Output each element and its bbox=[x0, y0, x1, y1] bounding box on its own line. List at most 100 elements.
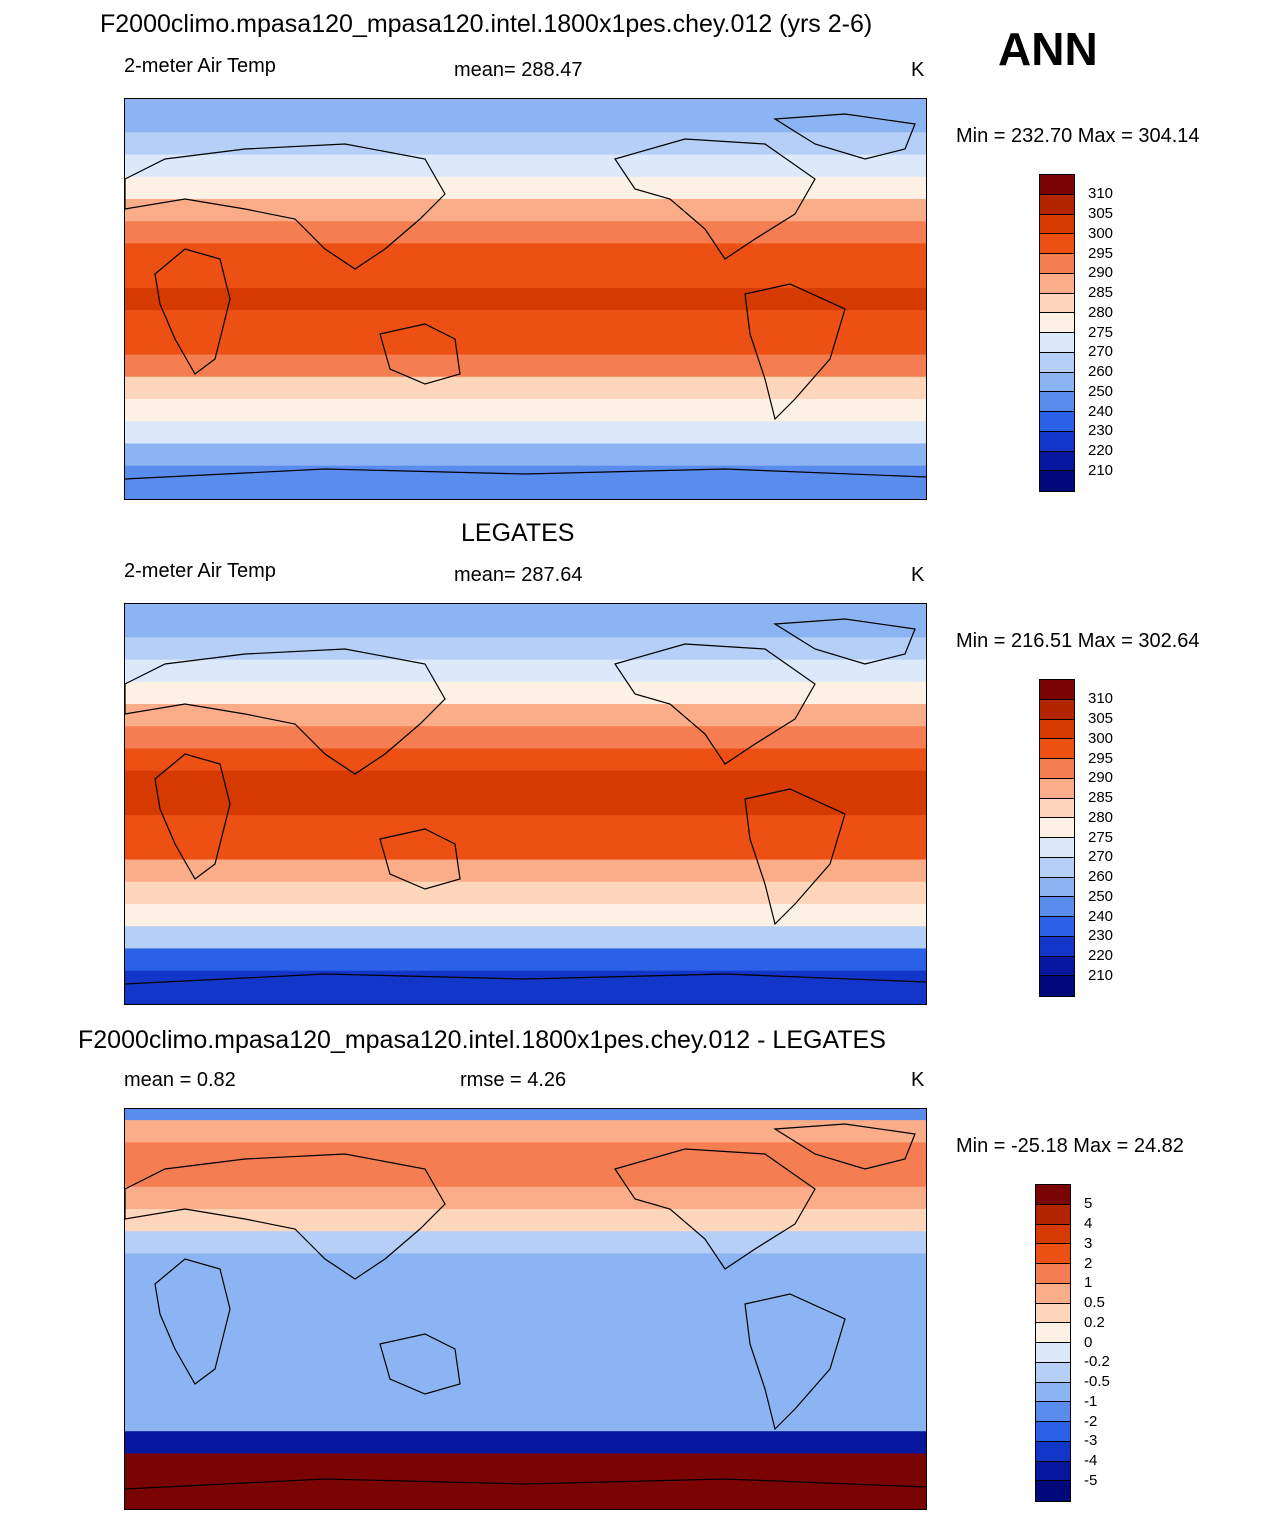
heatmap-band bbox=[125, 926, 926, 949]
colorbar-cell bbox=[1036, 1264, 1070, 1284]
rmse-label: rmse = 4.26 bbox=[460, 1069, 567, 1091]
heatmap-band bbox=[125, 132, 926, 156]
heatmap-band bbox=[125, 1497, 926, 1509]
colorbar-cell bbox=[1036, 1382, 1070, 1403]
colorbar-cell bbox=[1036, 1343, 1070, 1363]
map-model bbox=[124, 98, 927, 500]
map-model-svg bbox=[125, 99, 926, 499]
heatmap-band bbox=[125, 99, 926, 111]
colorbar-cell bbox=[1040, 293, 1074, 314]
colorbar-cell bbox=[1040, 194, 1074, 215]
heatmap-band bbox=[125, 287, 926, 311]
colorbar-cell bbox=[1036, 1461, 1070, 1482]
heatmap-band bbox=[125, 154, 926, 178]
coastline bbox=[614, 1148, 816, 1270]
colorbar-cell bbox=[1040, 214, 1074, 235]
colorbar-cell bbox=[1040, 897, 1074, 917]
colorbar-cell bbox=[1036, 1323, 1070, 1343]
map-diff bbox=[124, 1108, 927, 1510]
coastline bbox=[773, 113, 916, 160]
heatmap-band bbox=[125, 176, 926, 200]
colorbar-label: 250 bbox=[1088, 382, 1114, 400]
coastline bbox=[125, 1478, 926, 1490]
colorbar-label: 260 bbox=[1088, 363, 1114, 380]
colorbar-cell bbox=[1040, 352, 1074, 373]
heatmap-band bbox=[125, 1109, 926, 1121]
coastline bbox=[154, 248, 231, 375]
heatmap-band bbox=[125, 1209, 926, 1232]
coastline bbox=[379, 323, 461, 385]
mean-label: mean = 0.82 bbox=[124, 1069, 236, 1091]
heatmap-band bbox=[125, 1320, 926, 1343]
heatmap-band bbox=[125, 792, 926, 816]
colorbar-cell bbox=[1040, 431, 1074, 452]
colorbar-label: 3 bbox=[1084, 1234, 1093, 1252]
heatmap-band bbox=[125, 465, 926, 489]
colorbar-label: 305 bbox=[1088, 205, 1114, 222]
heatmap-band bbox=[125, 704, 926, 727]
coastline bbox=[154, 1258, 231, 1385]
heatmap-band bbox=[125, 970, 926, 994]
heatmap-band bbox=[125, 637, 926, 661]
colorbar-cell bbox=[1040, 838, 1074, 858]
colorbar-label: 0 bbox=[1084, 1333, 1093, 1351]
colorbar-label: 305 bbox=[1088, 710, 1114, 727]
heatmap-band bbox=[125, 443, 926, 467]
colorbar-label: 310 bbox=[1088, 185, 1114, 203]
colorbar-cell bbox=[1040, 273, 1074, 294]
coastline bbox=[744, 283, 846, 421]
heatmap-band bbox=[125, 1409, 926, 1432]
mean-label: mean= 288.47 bbox=[454, 59, 583, 81]
units-label: K bbox=[911, 1069, 925, 1091]
heatmap-band bbox=[125, 310, 926, 333]
colorbar-cell bbox=[1040, 798, 1074, 819]
colorbar-label: -5 bbox=[1084, 1471, 1098, 1489]
heatmap-band bbox=[125, 1120, 926, 1143]
coastline bbox=[773, 1123, 916, 1170]
colorbar-label: 0.2 bbox=[1084, 1313, 1105, 1331]
colorbar-cell bbox=[1040, 471, 1074, 491]
minmax-label: Min = 216.51 Max = 302.64 bbox=[956, 630, 1200, 652]
colorbar-label: 285 bbox=[1088, 789, 1114, 806]
heatmap-band bbox=[125, 354, 926, 378]
heatmap-band bbox=[125, 604, 926, 616]
colorbar-label: -3 bbox=[1084, 1432, 1098, 1450]
heatmap-band bbox=[125, 376, 926, 400]
colorbar-cell bbox=[1040, 254, 1074, 274]
heatmap-band bbox=[125, 659, 926, 683]
mean-label: mean= 287.64 bbox=[454, 564, 583, 586]
colorbar-cell bbox=[1040, 313, 1074, 333]
heatmap-band bbox=[125, 681, 926, 705]
variable-label: 2-meter Air Temp bbox=[124, 560, 276, 582]
map-obs-svg bbox=[125, 604, 926, 1004]
colorbar-cell bbox=[1036, 1224, 1070, 1245]
coastline bbox=[773, 618, 916, 665]
colorbar-label: 2 bbox=[1084, 1254, 1093, 1272]
colorbar-label: 260 bbox=[1088, 868, 1114, 885]
coastline bbox=[744, 1293, 846, 1431]
heatmap-band bbox=[125, 1364, 926, 1388]
colorbar-cell bbox=[1036, 1402, 1070, 1422]
heatmap-band bbox=[125, 1253, 926, 1277]
colorbar-label: -1 bbox=[1084, 1392, 1098, 1410]
heatmap-band bbox=[125, 992, 926, 1004]
heatmap-band bbox=[125, 726, 926, 749]
colorbar-cell bbox=[1036, 1441, 1070, 1462]
colorbar-label: 300 bbox=[1088, 224, 1114, 242]
colorbar-model bbox=[1039, 174, 1075, 492]
colorbar-cell bbox=[1040, 976, 1074, 996]
coastline bbox=[379, 828, 461, 890]
coastline bbox=[125, 973, 926, 985]
variable-label: 2-meter Air Temp bbox=[124, 55, 276, 77]
colorbar-cell bbox=[1040, 936, 1074, 957]
coastline bbox=[379, 1333, 461, 1395]
units-label: K bbox=[911, 59, 925, 81]
heatmap-band bbox=[125, 1231, 926, 1254]
colorbar-label: 220 bbox=[1088, 442, 1114, 459]
colorbar-cell bbox=[1036, 1422, 1070, 1442]
colorbar-label: 310 bbox=[1088, 690, 1114, 708]
colorbar-label: 220 bbox=[1088, 947, 1114, 964]
units-label: K bbox=[911, 564, 925, 586]
colorbar-label: 210 bbox=[1088, 966, 1114, 984]
colorbar-cell bbox=[1036, 1185, 1070, 1205]
